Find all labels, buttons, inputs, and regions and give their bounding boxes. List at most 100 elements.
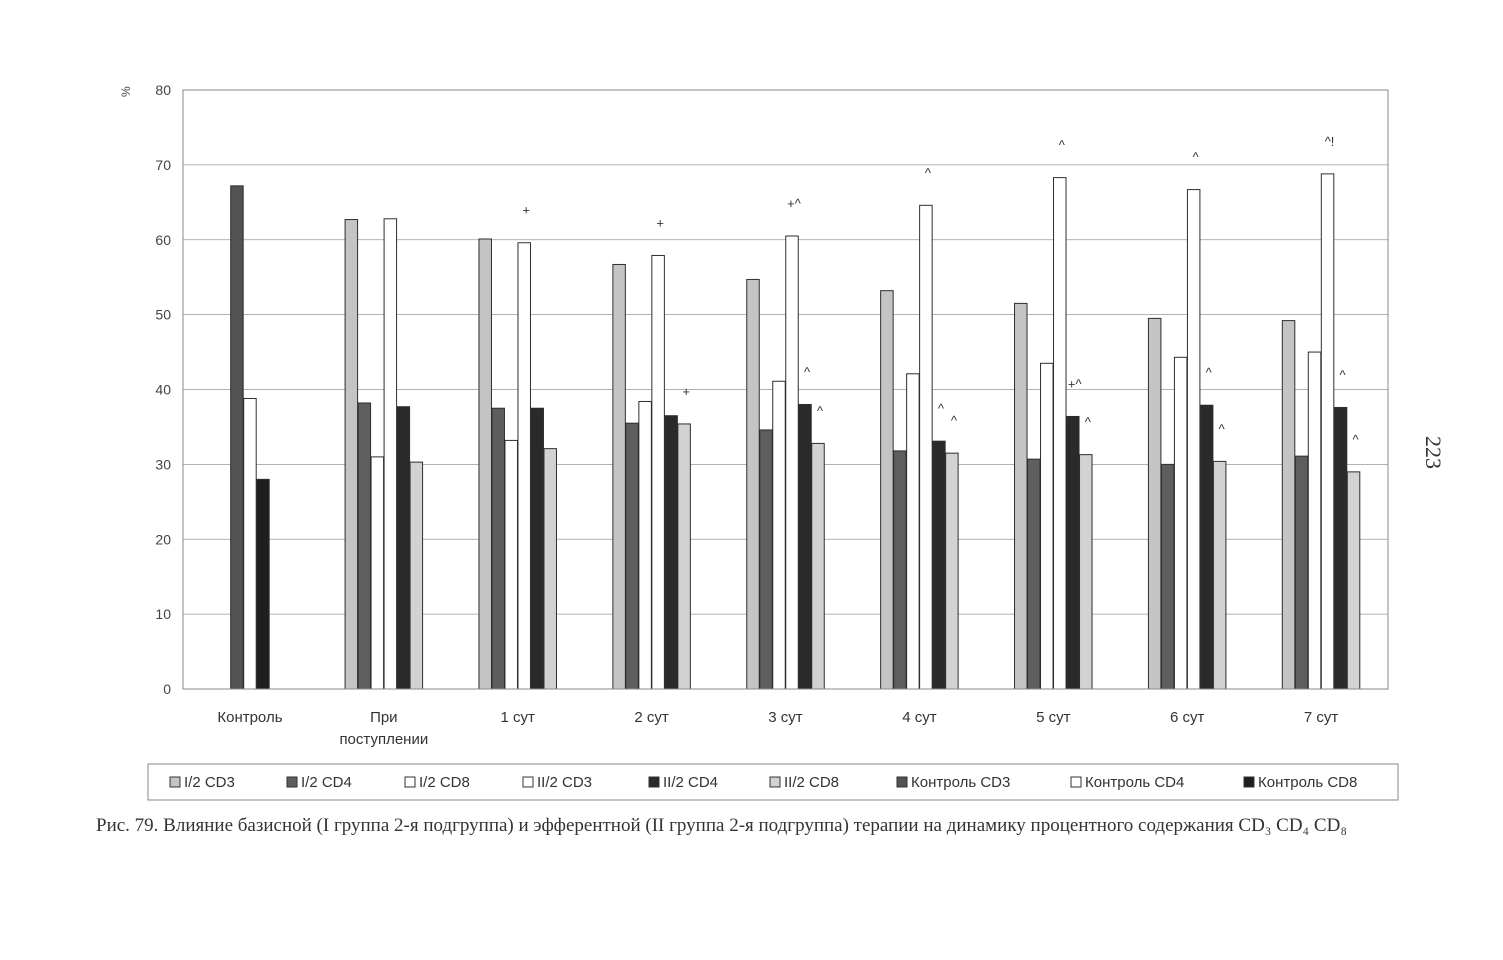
legend-label: II/2 CD3 — [537, 774, 592, 791]
x-tick-label: 2 сут — [634, 709, 669, 726]
y-tick-label: 0 — [163, 681, 171, 697]
bar — [638, 400, 652, 690]
y-tick-label: 30 — [155, 456, 171, 472]
x-tick-label: поступлении — [339, 731, 428, 748]
bar — [370, 456, 385, 690]
y-tick-label: 40 — [155, 382, 171, 398]
y-tick-label: 60 — [155, 232, 171, 248]
bar — [1212, 460, 1227, 690]
y-axis-unit-label: % — [119, 86, 133, 97]
bar — [746, 278, 760, 690]
significance-mark: ^ — [1206, 365, 1213, 380]
bar — [906, 373, 920, 690]
bar — [396, 406, 411, 690]
y-tick-label: 80 — [155, 82, 171, 98]
significance-mark: ^! — [1325, 134, 1335, 149]
legend-label: II/2 CD4 — [663, 774, 718, 791]
bar — [1040, 362, 1054, 690]
bar — [1053, 177, 1067, 690]
legend-swatch — [404, 776, 416, 788]
bar — [1199, 404, 1214, 690]
significance-mark: + — [656, 215, 664, 230]
bar — [919, 204, 933, 690]
legend-swatch — [648, 776, 660, 788]
legend-swatch — [1070, 776, 1082, 788]
bar — [677, 423, 691, 690]
bar — [1186, 189, 1201, 690]
y-axis-ticks: 0 10 20 30 40 50 60 70 80 — [155, 82, 171, 697]
bar — [1147, 317, 1162, 690]
bar — [383, 218, 398, 690]
bar — [230, 185, 244, 690]
legend-swatch — [769, 776, 781, 788]
page-number: 223 — [1421, 436, 1446, 469]
bar — [612, 263, 626, 690]
y-tick-label: 20 — [155, 531, 171, 547]
bar — [517, 242, 531, 690]
x-tick-label: 6 сут — [1170, 709, 1205, 726]
bar — [785, 235, 799, 690]
bar — [1281, 320, 1296, 690]
x-tick-label: 5 сут — [1036, 709, 1071, 726]
bar — [1333, 406, 1348, 690]
bar — [811, 442, 825, 690]
bar — [543, 448, 557, 690]
significance-mark: +^ — [787, 196, 802, 211]
bar — [1294, 455, 1309, 690]
bar — [1346, 471, 1361, 690]
x-tick-label: При — [370, 709, 398, 726]
bar — [256, 478, 270, 690]
bar — [530, 407, 544, 690]
bar — [893, 450, 907, 690]
legend-swatch — [522, 776, 534, 788]
significance-mark: + — [522, 203, 530, 218]
legend-swatch — [1243, 776, 1255, 788]
significance-mark: ^ — [1219, 421, 1226, 436]
legend-label: I/2 CD3 — [184, 774, 235, 791]
legend-label: Контроль CD4 — [1085, 774, 1184, 791]
y-tick-label: 50 — [155, 307, 171, 323]
legend-label: I/2 CD8 — [419, 774, 470, 791]
significance-mark: ^ — [1085, 415, 1092, 430]
bar — [1027, 458, 1041, 690]
legend: I/2 CD3 I/2 CD4 I/2 CD8 II/2 CD3 II/2 CD4 II/… — [147, 763, 1399, 801]
bar — [1173, 356, 1188, 690]
bar — [945, 452, 959, 690]
x-tick-label: 7 сут — [1304, 709, 1339, 726]
x-tick-label: Контроль — [217, 709, 282, 726]
bar — [798, 403, 812, 690]
bar — [409, 461, 424, 690]
bar — [1307, 351, 1322, 690]
x-axis-labels: Контроль При поступлении 1 сут 2 сут 3 сут 4 с… — [217, 709, 1338, 748]
bar — [772, 380, 786, 690]
significance-mark: ^ — [925, 165, 932, 180]
bar — [932, 440, 946, 690]
bar — [243, 397, 257, 690]
bar — [625, 422, 639, 690]
legend-label: Контроль CD8 — [1258, 774, 1357, 791]
legend-label: I/2 CD4 — [301, 774, 352, 791]
significance-mark: ^ — [1353, 432, 1360, 447]
bar — [664, 415, 678, 690]
legend-swatch — [286, 776, 298, 788]
x-tick-label: 1 сут — [501, 709, 536, 726]
bar — [478, 238, 492, 690]
bar — [1160, 463, 1175, 690]
significance-mark: + — [682, 384, 690, 399]
bar — [344, 219, 359, 690]
significance-mark: ^ — [1059, 138, 1066, 153]
significance-mark: ^ — [1340, 367, 1347, 382]
legend-swatch — [169, 776, 181, 788]
bar — [1079, 454, 1093, 690]
bar — [1014, 302, 1028, 690]
figure-caption: Рис. 79. Влияние базисной (I группа 2-я … — [96, 815, 1347, 836]
bar — [759, 429, 773, 690]
plot-frame — [182, 89, 1389, 690]
significance-mark: ^ — [951, 413, 958, 428]
significance-mark: ^ — [1193, 150, 1200, 165]
legend-label: II/2 CD8 — [784, 774, 839, 791]
bar — [1066, 415, 1080, 690]
bar — [1320, 173, 1335, 690]
significance-mark: +^ — [1068, 376, 1083, 391]
